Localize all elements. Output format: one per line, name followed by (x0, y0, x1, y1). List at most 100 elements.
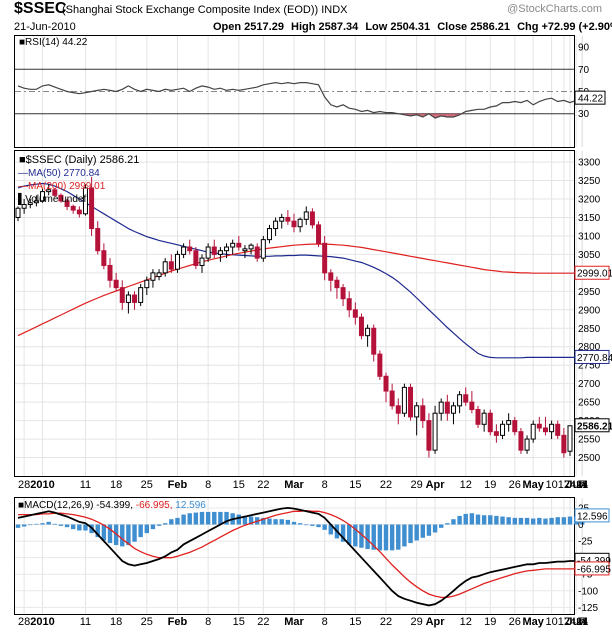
x-axis-label: 11 (80, 616, 91, 628)
candle-body (463, 394, 469, 403)
candle-body (113, 279, 119, 289)
x-axis-label: 24 (564, 616, 576, 628)
price-tick-label: 3250 (578, 176, 601, 187)
macd-histogram-bar (328, 524, 333, 535)
candle-body (567, 425, 573, 452)
macd-histogram-bar (543, 518, 548, 525)
x-axis-label: 8 (322, 479, 328, 491)
macd-histogram-bar (451, 519, 456, 525)
candle-body (500, 423, 506, 436)
candle-body (125, 294, 131, 303)
x-axis-label: 19 (484, 479, 496, 491)
candle-body (469, 401, 475, 411)
ma200-line (17, 243, 583, 337)
candle-body (561, 434, 567, 454)
price-panel (14, 150, 575, 477)
x-axis-label: 7 (579, 616, 585, 628)
candle-body (58, 194, 64, 202)
candle-body (89, 187, 95, 230)
candle-body (254, 246, 260, 259)
macd-histogram-bar (52, 523, 57, 525)
macd-histogram-bar (420, 524, 425, 538)
price-tick-label: 2800 (578, 342, 601, 353)
price-tick-label: 3150 (578, 213, 601, 224)
x-axis-label: 10 (545, 616, 557, 628)
macd-histogram-bar (169, 519, 174, 525)
low-value: Low 2504.31 (365, 21, 431, 33)
macd-histogram-bar (126, 524, 131, 546)
candle-body (328, 272, 334, 281)
x-axis-label: 22 (380, 479, 392, 491)
macd-histogram-bar (512, 517, 517, 525)
x-axis-label: 12 (460, 616, 472, 628)
candle-body (242, 248, 248, 252)
candle-body (432, 412, 438, 451)
macd-histogram-bar (353, 524, 358, 547)
candle-body (481, 412, 487, 425)
macd-histogram-bar (199, 511, 205, 525)
rsi-line (17, 81, 583, 119)
macd-histogram-bar (457, 515, 462, 525)
price-tick-label: 2650 (578, 398, 601, 409)
macd-histogram-bar (175, 517, 180, 525)
candle-body (260, 239, 266, 259)
macd-histogram-bar (28, 524, 33, 526)
candle-body (377, 353, 383, 377)
macd-histogram-bar (205, 511, 211, 525)
macd-histogram-bar (242, 515, 248, 525)
macd-histogram-bar (181, 514, 186, 525)
macd-histogram-bar (279, 519, 284, 525)
macd-histogram-bar (322, 524, 327, 530)
x-axis-label: Feb (168, 616, 188, 628)
x-axis-label: 14 (576, 616, 588, 628)
macd-histogram-bar (481, 515, 487, 525)
x-axis-label: 15 (233, 616, 245, 628)
x-axis-label: 10 (545, 479, 557, 491)
candle-body (420, 405, 426, 422)
candle-body (438, 401, 444, 414)
candle-body (506, 420, 512, 425)
price-title: ■$SSEC (Daily) 2586.21 (19, 154, 140, 166)
chart-symbol: $SSEC (14, 0, 67, 17)
x-axis-label: 21 (576, 479, 588, 491)
x-axis-label: 8 (205, 616, 211, 628)
x-axis-label: 17 (558, 479, 570, 491)
macd-histogram-bar (21, 524, 27, 527)
candle-body (95, 228, 101, 252)
candle-body (512, 420, 518, 433)
candle-body (101, 250, 107, 266)
macd-histogram-bar (432, 524, 438, 533)
macd-tick-label: -25 (578, 537, 593, 548)
macd-histogram-bar (537, 517, 542, 525)
macd-histogram-bar (261, 517, 266, 525)
chart-description: (Shanghai Stock Exchange Composite Index… (62, 4, 348, 16)
macd-histogram-bar (144, 524, 149, 534)
macd-signal-line (18, 509, 583, 599)
macd-histogram-bar (77, 524, 82, 531)
x-axis-label: 2010 (30, 616, 54, 628)
candle-body (193, 250, 199, 266)
x-axis-label: 12 (460, 479, 472, 491)
signal-value-tag-label: -66.995 (577, 564, 611, 575)
candle-body (205, 246, 211, 259)
x-axis-label: Mar (284, 479, 304, 491)
candle-body (273, 220, 279, 230)
candle-body (40, 191, 46, 202)
x-axis-label: 14 (576, 479, 588, 491)
macd-histogram-bar (273, 519, 278, 525)
macd-histogram-bar (475, 514, 481, 525)
candle-body (340, 287, 346, 300)
macd-histogram-bar (212, 511, 217, 525)
candle-body (119, 287, 125, 303)
x-axis-label: 15 (349, 479, 361, 491)
macd-histogram-bar (107, 524, 113, 544)
price-tick-label: 3300 (578, 158, 601, 169)
macd-histogram-bar (150, 524, 156, 530)
price-tick-label: 2850 (578, 324, 601, 335)
candle-body (156, 272, 162, 278)
ma200-value-tag-label: 2999.01 (577, 269, 612, 280)
macd-histogram-bar (439, 524, 444, 528)
x-axis-label: 28 (18, 479, 30, 491)
rsi-tick-label: 70 (578, 65, 590, 76)
price-tick-label: 2700 (578, 379, 601, 390)
